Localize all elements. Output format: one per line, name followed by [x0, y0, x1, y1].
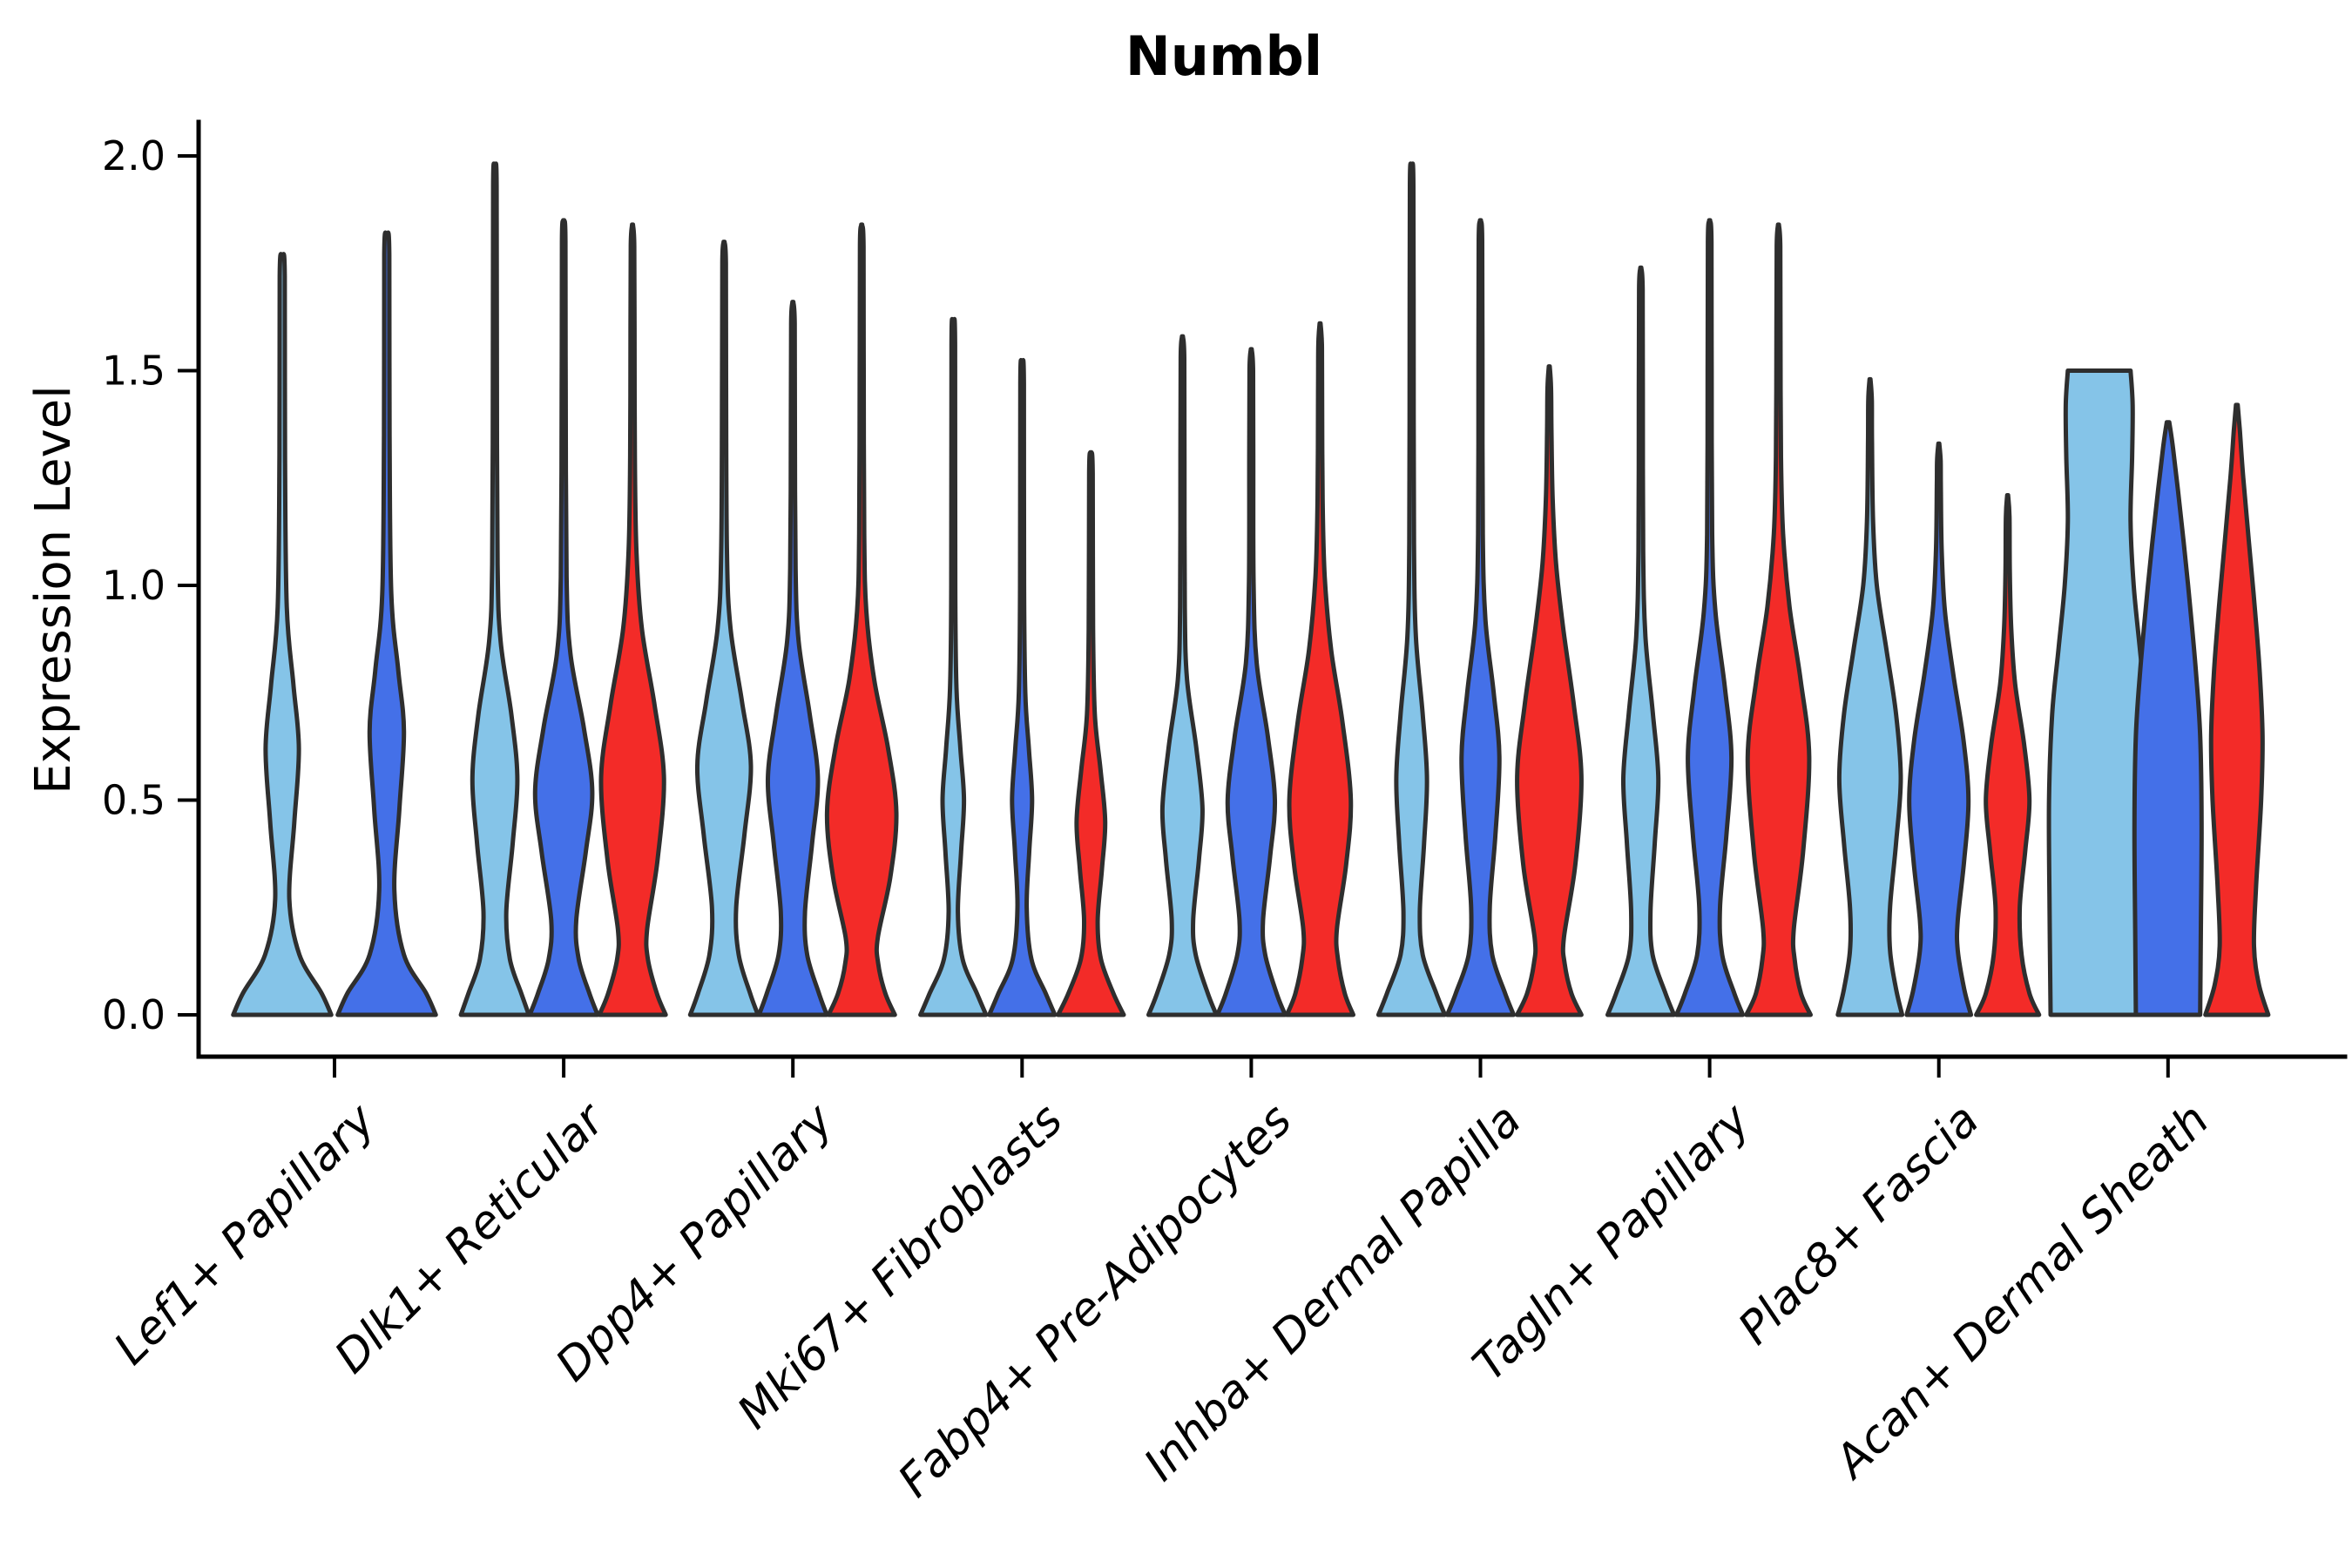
violin-fabp4-pre-adipocytes-red [1284, 321, 1355, 1017]
chart-title: Numbl [1125, 24, 1323, 88]
violin-mki67-fibroblasts-light-blue [918, 316, 989, 1017]
violin-tagln-papillary-dark-blue [1674, 218, 1746, 1017]
violin-fabp4-pre-adipocytes-dark-blue [1215, 347, 1288, 1017]
violin-acan-dermal-sheath-dark-blue [2132, 420, 2204, 1017]
violin-lef1-papillary-light-blue [231, 252, 334, 1017]
violin-mki67-fibroblasts-red [1056, 449, 1126, 1017]
y-tick-label: 2.0 [102, 132, 166, 179]
violin-tagln-papillary-red [1744, 222, 1813, 1017]
violin-inhba-dermal-papilla-red [1515, 364, 1584, 1017]
violin-plac8-fascia-red [1974, 493, 2042, 1017]
violin-inhba-dermal-papilla-light-blue [1375, 161, 1448, 1017]
violin-inhba-dermal-papilla-dark-blue [1444, 218, 1517, 1017]
violin-dlk1-reticular-light-blue [458, 161, 531, 1017]
violin-acan-dermal-sheath-red [2203, 402, 2271, 1017]
violin-plac8-fascia-dark-blue [1904, 441, 1974, 1017]
axis-spines [196, 119, 2348, 1059]
y-tick-label: 1.0 [102, 562, 166, 609]
violin-lef1-papillary-dark-blue [335, 230, 438, 1017]
y-tick-label: 1.5 [102, 348, 166, 395]
violin-dlk1-reticular-red [597, 222, 668, 1017]
violin-dlk1-reticular-dark-blue [527, 218, 600, 1017]
violin-dpp4-papillary-dark-blue [756, 300, 829, 1017]
violin-mki67-fibroblasts-dark-blue [987, 358, 1058, 1017]
violin-dpp4-papillary-red [824, 222, 899, 1017]
y-tick-label: 0.0 [102, 991, 166, 1038]
violin-dpp4-papillary-light-blue [687, 240, 760, 1017]
violin-fabp4-pre-adipocytes-light-blue [1146, 334, 1219, 1017]
violin-plac8-fascia-light-blue [1835, 376, 1905, 1017]
y-tick-label: 0.5 [102, 777, 166, 824]
violin-tagln-papillary-light-blue [1605, 265, 1677, 1017]
